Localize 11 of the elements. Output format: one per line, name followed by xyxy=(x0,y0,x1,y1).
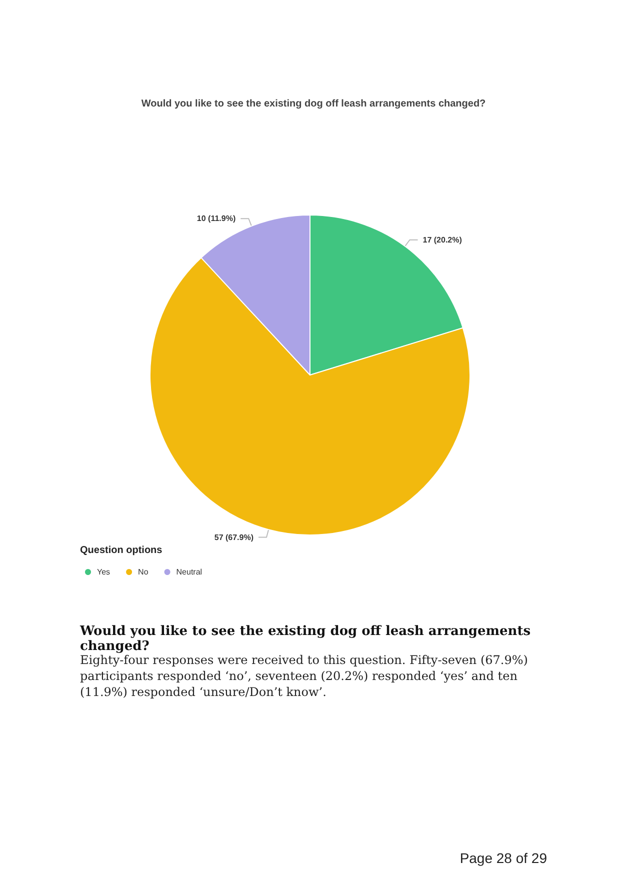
legend-label: Neutral xyxy=(176,568,202,576)
text: Would you like to see the existing dog off leash arrangements changed? xyxy=(80,624,532,654)
legend-label: No xyxy=(138,568,149,576)
legend-title: Question options xyxy=(80,545,162,556)
chart-title: Would you like to see the existing dog off leash arrangements changed? xyxy=(141,98,486,110)
text: Page 28 of 29 xyxy=(460,850,547,866)
data-label: 17 (20.2%) xyxy=(422,235,462,244)
text: Eighty-four responses were received to this question. Fifty-seven (67.9%) participants responded ‘no’, seventeen (20.2%) responded ‘yes’ and ten (11.9%) responded ‘unsure/Don’t know’. xyxy=(80,653,529,700)
data-label: 57 (67.9%) xyxy=(214,532,254,542)
legend-label: Yes xyxy=(97,568,110,576)
data-label: 10 (11.9%) xyxy=(196,214,236,224)
